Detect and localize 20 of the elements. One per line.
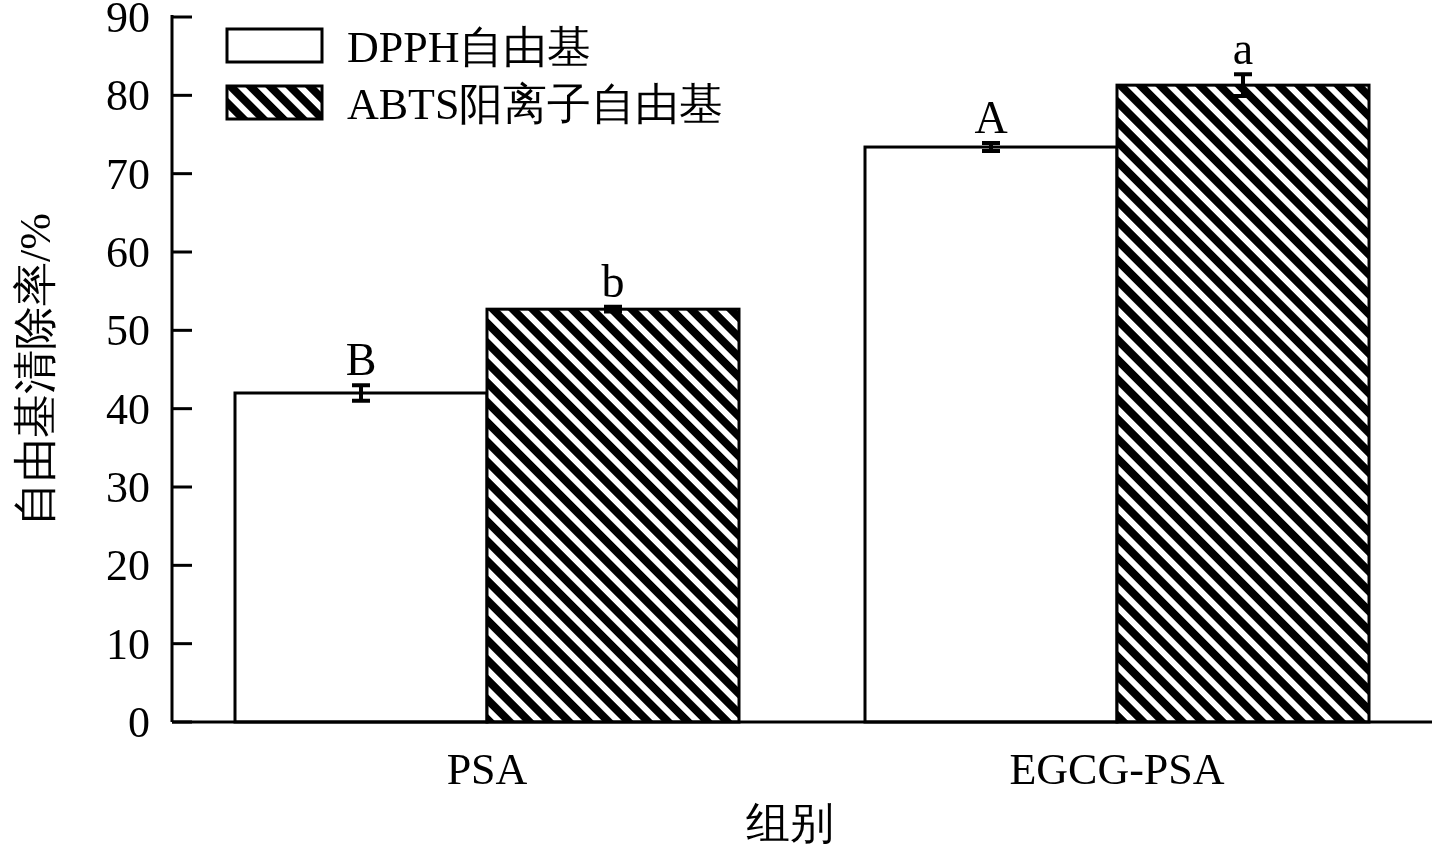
- y-tick-label: 60: [106, 228, 150, 277]
- x-tick-label: EGCG-PSA: [1009, 745, 1225, 794]
- y-tick-label: 70: [106, 149, 150, 199]
- x-tick-label: PSA: [446, 745, 528, 794]
- y-tick-label: 90: [106, 0, 150, 42]
- annotation: B: [345, 334, 377, 386]
- y-tick-label: 0: [128, 698, 150, 747]
- y-tick-label: 40: [106, 384, 150, 434]
- y-tick-label: 80: [106, 71, 150, 121]
- annotation: b: [601, 255, 625, 307]
- y-axis-title: 自由基清除率/%: [11, 213, 60, 526]
- legend-label: DPPH自由基: [347, 23, 592, 72]
- annotation: a: [1232, 23, 1254, 75]
- y-tick-label: 20: [106, 541, 150, 591]
- y-tick-label: 10: [106, 619, 150, 669]
- legend-label: ABTS阳离子自由基: [347, 80, 724, 129]
- annotation: A: [974, 92, 1008, 144]
- y-tick-label: 50: [106, 306, 150, 356]
- x-axis-title: 组别: [746, 799, 834, 844]
- y-tick-label: 30: [106, 463, 150, 512]
